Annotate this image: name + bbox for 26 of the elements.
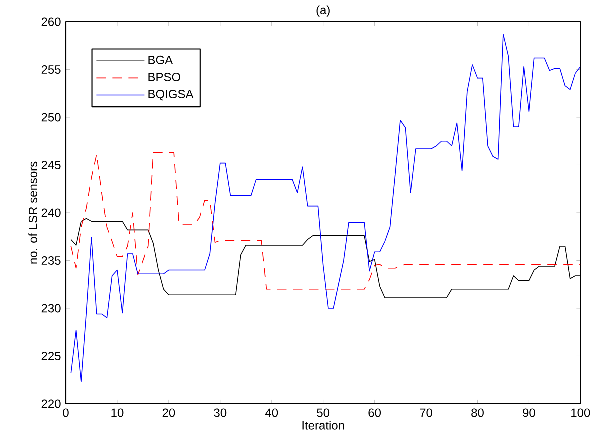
x-tick-label: 40 [265, 408, 278, 418]
y-tick-label: 220 [42, 400, 61, 408]
x-tick-label: 80 [472, 408, 484, 418]
legend-label: BPSO [148, 72, 181, 82]
y-axis-title: no. of LSR sensors [28, 162, 38, 264]
x-axis-title: Iteration [302, 421, 344, 430]
x-tick-label: 30 [214, 408, 227, 418]
x-tick-label: 0 [63, 408, 69, 418]
x-tick-label: 20 [162, 408, 176, 418]
y-tick-label: 255 [42, 65, 61, 74]
x-tick-label: 60 [368, 408, 382, 418]
x-tick-label: 100 [572, 408, 590, 418]
x-tick-label: 90 [523, 408, 536, 418]
y-tick-label: 245 [42, 160, 61, 170]
legend-label: BQIGSA [148, 90, 194, 101]
y-tick-label: 225 [42, 352, 61, 360]
x-tick-label: 70 [420, 408, 432, 418]
legend-label: BGA [148, 56, 174, 64]
y-tick-label: 250 [42, 113, 61, 122]
x-tick-label: 50 [317, 408, 330, 418]
chart-title: (a) [316, 6, 330, 17]
y-tick-label: 230 [42, 304, 61, 313]
y-tick-label: 240 [42, 208, 61, 218]
y-tick-label: 260 [42, 18, 61, 26]
x-tick-label: 10 [112, 408, 124, 418]
y-tick-label: 235 [42, 256, 61, 265]
